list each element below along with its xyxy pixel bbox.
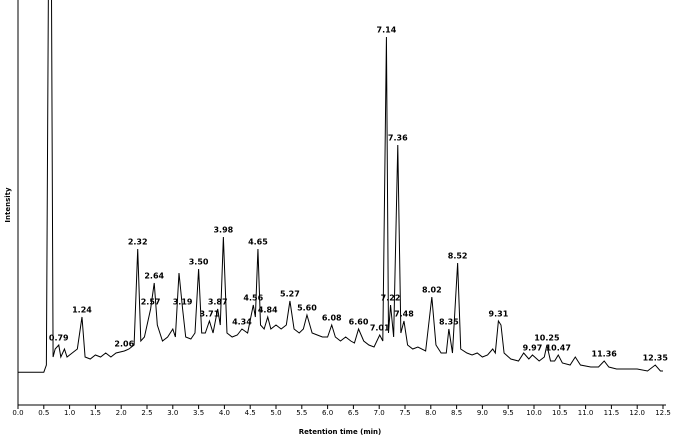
peak-label: 6.08	[322, 314, 342, 323]
peak-label: 8.02	[422, 286, 442, 295]
peak-label: 3.50	[189, 258, 209, 267]
plot-area	[18, 0, 663, 373]
peak-label: 10.25	[534, 334, 560, 343]
x-tick-label: 7.5	[399, 409, 410, 417]
x-tick-label: 8.5	[451, 409, 462, 417]
x-tick-label: 9.5	[503, 409, 514, 417]
peak-label: 2.57	[141, 298, 161, 307]
peak-label: 3.19	[173, 298, 193, 307]
x-tick-label: 12.5	[655, 409, 671, 417]
x-tick-label: 11.0	[578, 409, 594, 417]
peak-label: 4.56	[243, 294, 263, 303]
x-tick-label: 5.5	[296, 409, 307, 417]
x-tick-label: 10.5	[552, 409, 568, 417]
x-tick-label: 8.0	[425, 409, 436, 417]
peak-label: 5.60	[297, 304, 317, 313]
x-tick-label: 12.0	[629, 409, 645, 417]
peak-label: 7.14	[377, 26, 397, 35]
x-tick-label: 4.5	[245, 409, 256, 417]
y-axis-label: Intensity	[4, 187, 12, 223]
peak-label: 3.98	[213, 226, 233, 235]
peak-label: 8.35	[439, 318, 459, 327]
peak-label: 9.31	[489, 310, 509, 319]
x-tick-label: 11.5	[604, 409, 620, 417]
x-axis-label: Retention time (min)	[299, 428, 382, 436]
peak-label: 4.34	[232, 318, 252, 327]
peak-label: 6.60	[349, 318, 369, 327]
peak-label: 9.97	[523, 344, 543, 353]
x-tick-label: 3.0	[167, 409, 178, 417]
peak-label: 7.22	[381, 294, 401, 303]
peak-label: 8.52	[448, 252, 468, 261]
x-tick-label: 5.0	[270, 409, 281, 417]
x-tick-label: 10.0	[526, 409, 542, 417]
x-tick-label: 3.5	[193, 409, 204, 417]
peak-label: 4.65	[248, 238, 268, 247]
x-tick-label: 1.0	[64, 409, 75, 417]
peak-label: 7.48	[394, 310, 414, 319]
peak-label: 7.01	[370, 324, 390, 333]
x-tick-label: 9.0	[477, 409, 488, 417]
peak-label: 4.84	[258, 306, 278, 315]
peak-label: 11.36	[592, 350, 618, 359]
x-tick-label: 2.5	[141, 409, 152, 417]
x-tick-label: 6.0	[322, 409, 333, 417]
peak-label: 3.87	[208, 298, 228, 307]
peak-label: 1.24	[72, 306, 92, 315]
trace	[18, 0, 663, 373]
peak-label: 12.35	[643, 354, 669, 363]
peak-label: 2.64	[144, 272, 164, 281]
peak-label: 5.27	[280, 290, 300, 299]
x-tick-label: 6.5	[348, 409, 359, 417]
x-tick-label: 1.5	[90, 409, 101, 417]
x-tick-label: 0.5	[38, 409, 49, 417]
x-tick-label: 4.0	[219, 409, 230, 417]
peak-label: 3.71	[200, 310, 220, 319]
peak-label: 2.06	[114, 340, 134, 349]
x-tick-label: 2.0	[116, 409, 127, 417]
peak-label: 10.47	[546, 344, 571, 353]
x-tick-label: 7.0	[374, 409, 385, 417]
peak-label: 2.32	[128, 238, 148, 247]
peak-label: 0.79	[49, 334, 69, 343]
x-tick-label: 0.0	[12, 409, 23, 417]
peak-label: 7.36	[388, 134, 408, 143]
